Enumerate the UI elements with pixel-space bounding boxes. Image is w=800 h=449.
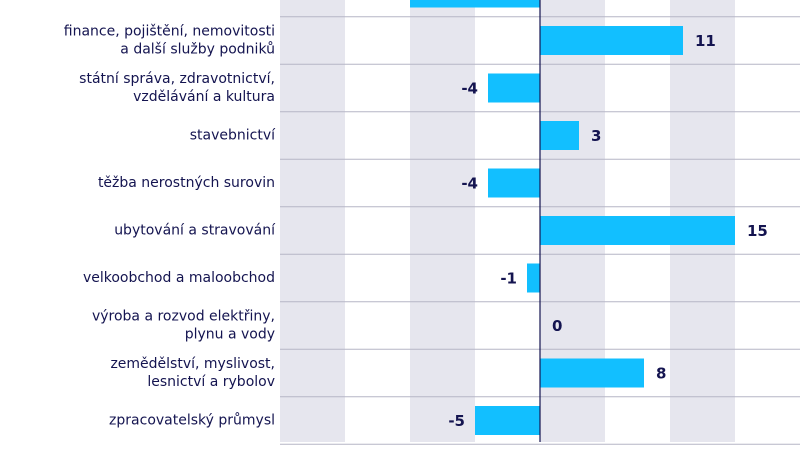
category-label: a další služby podniků — [120, 42, 275, 58]
value-label: -10 — [373, 0, 400, 3]
value-label: 3 — [591, 127, 601, 145]
bar — [410, 0, 540, 8]
grid-band — [410, 0, 475, 442]
category-label: lesnictví a rybolov — [147, 374, 275, 390]
value-label: 11 — [695, 32, 716, 50]
value-label: 8 — [656, 365, 666, 383]
category-label: velkoobchod a maloobchod — [83, 270, 275, 286]
category-label: finance, pojištění, nemovitosti — [64, 24, 275, 40]
value-label: 15 — [747, 222, 768, 240]
grid-band — [280, 0, 345, 442]
bar — [540, 26, 683, 55]
category-label: těžba nerostných surovin — [98, 175, 275, 191]
category-label: zemědělství, myslivost, — [110, 356, 275, 372]
bar — [488, 168, 540, 198]
bar — [540, 121, 579, 150]
category-label: plynu a vody — [185, 327, 275, 343]
bar — [475, 406, 540, 435]
category-label: výroba a rozvod elektřiny, — [92, 309, 275, 325]
value-label: 0 — [552, 317, 562, 335]
category-label: státní správa, zdravotnictví, — [79, 71, 275, 87]
category-label: zpracovatelský průmysl — [109, 413, 275, 429]
value-label: -1 — [500, 270, 517, 288]
bar — [488, 73, 540, 103]
bar — [527, 263, 540, 293]
category-label: ubytování a stravování — [114, 223, 276, 239]
bar — [540, 216, 735, 245]
category-label: vzdělávání a kultura — [133, 89, 275, 105]
category-label: a komunikace — [178, 0, 275, 1]
value-label: -4 — [461, 80, 478, 98]
value-label: -4 — [461, 175, 478, 193]
bar — [540, 358, 644, 388]
category-label: stavebnictví — [190, 128, 276, 144]
value-label: -5 — [448, 412, 465, 430]
